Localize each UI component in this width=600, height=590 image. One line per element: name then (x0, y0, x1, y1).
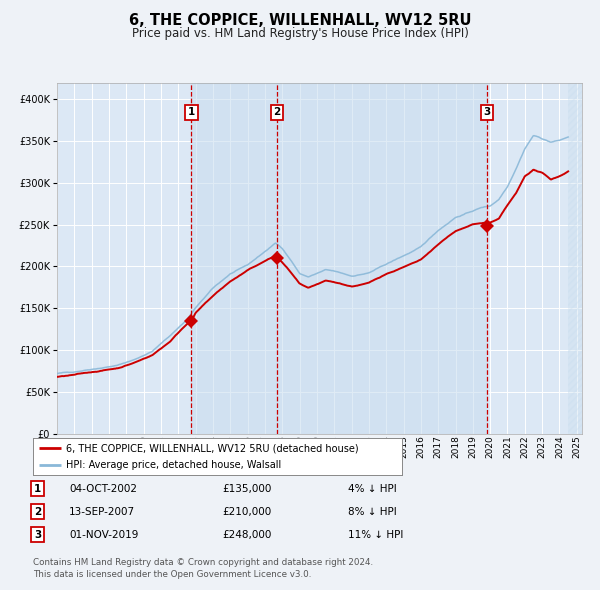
Text: 8% ↓ HPI: 8% ↓ HPI (348, 507, 397, 516)
Text: Price paid vs. HM Land Registry's House Price Index (HPI): Price paid vs. HM Land Registry's House … (131, 27, 469, 40)
Text: 04-OCT-2002: 04-OCT-2002 (69, 484, 137, 493)
Bar (568, 83, 582, 434)
Text: 13-SEP-2007: 13-SEP-2007 (69, 507, 135, 516)
Text: 6, THE COPPICE, WILLENHALL, WV12 5RU (detached house): 6, THE COPPICE, WILLENHALL, WV12 5RU (de… (66, 443, 359, 453)
Text: Contains HM Land Registry data © Crown copyright and database right 2024.
This d: Contains HM Land Registry data © Crown c… (33, 558, 373, 579)
Text: 01-NOV-2019: 01-NOV-2019 (69, 530, 139, 539)
Text: 11% ↓ HPI: 11% ↓ HPI (348, 530, 403, 539)
Text: 3: 3 (484, 107, 491, 117)
Text: 2: 2 (34, 507, 41, 516)
Text: 6, THE COPPICE, WILLENHALL, WV12 5RU: 6, THE COPPICE, WILLENHALL, WV12 5RU (129, 13, 471, 28)
Text: £248,000: £248,000 (222, 530, 271, 539)
Text: 1: 1 (188, 107, 195, 117)
Text: £210,000: £210,000 (222, 507, 271, 516)
Text: 2: 2 (274, 107, 281, 117)
Text: £135,000: £135,000 (222, 484, 271, 493)
Bar (277, 83, 487, 434)
Text: 1: 1 (34, 484, 41, 493)
Text: 4% ↓ HPI: 4% ↓ HPI (348, 484, 397, 493)
Text: 3: 3 (34, 530, 41, 539)
Text: HPI: Average price, detached house, Walsall: HPI: Average price, detached house, Wals… (66, 460, 281, 470)
Bar (191, 83, 277, 434)
